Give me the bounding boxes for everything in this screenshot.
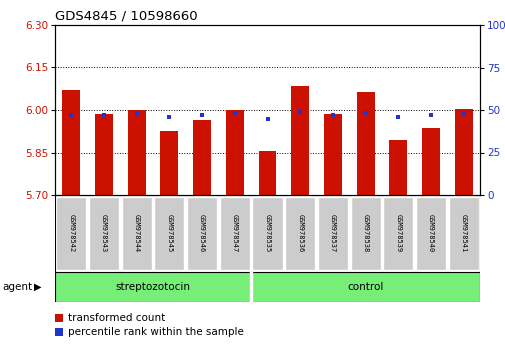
Bar bbox=[388, 140, 407, 195]
Bar bbox=[258, 151, 276, 195]
Text: GSM978542: GSM978542 bbox=[68, 215, 74, 253]
Bar bbox=[290, 86, 309, 195]
Text: GSM978539: GSM978539 bbox=[394, 215, 400, 253]
FancyBboxPatch shape bbox=[187, 196, 217, 270]
Bar bbox=[454, 109, 472, 195]
FancyBboxPatch shape bbox=[350, 196, 380, 270]
FancyBboxPatch shape bbox=[285, 196, 315, 270]
Text: GSM978546: GSM978546 bbox=[199, 215, 205, 253]
FancyBboxPatch shape bbox=[55, 272, 250, 302]
Bar bbox=[160, 131, 178, 195]
Bar bbox=[421, 129, 439, 195]
Bar bbox=[62, 90, 80, 195]
FancyBboxPatch shape bbox=[415, 196, 445, 270]
Text: GSM978537: GSM978537 bbox=[329, 215, 335, 253]
Text: GSM978543: GSM978543 bbox=[101, 215, 107, 253]
Text: GSM978541: GSM978541 bbox=[460, 215, 466, 253]
Text: transformed count: transformed count bbox=[68, 313, 165, 323]
FancyBboxPatch shape bbox=[154, 196, 184, 270]
FancyBboxPatch shape bbox=[317, 196, 347, 270]
Text: ▶: ▶ bbox=[34, 282, 42, 292]
Bar bbox=[127, 110, 145, 195]
FancyBboxPatch shape bbox=[56, 196, 86, 270]
FancyBboxPatch shape bbox=[89, 196, 119, 270]
FancyBboxPatch shape bbox=[250, 272, 479, 302]
Bar bbox=[225, 110, 243, 195]
Bar bbox=[356, 92, 374, 195]
Text: GSM978540: GSM978540 bbox=[427, 215, 433, 253]
Text: percentile rank within the sample: percentile rank within the sample bbox=[68, 327, 243, 337]
FancyBboxPatch shape bbox=[252, 196, 282, 270]
Text: GSM978547: GSM978547 bbox=[231, 215, 237, 253]
Text: control: control bbox=[347, 282, 383, 292]
FancyBboxPatch shape bbox=[219, 196, 249, 270]
Text: GSM978538: GSM978538 bbox=[362, 215, 368, 253]
Text: GSM978535: GSM978535 bbox=[264, 215, 270, 253]
Text: GSM978536: GSM978536 bbox=[296, 215, 302, 253]
Text: streptozotocin: streptozotocin bbox=[115, 282, 190, 292]
Bar bbox=[95, 114, 113, 195]
FancyBboxPatch shape bbox=[448, 196, 478, 270]
Bar bbox=[193, 120, 211, 195]
FancyBboxPatch shape bbox=[121, 196, 152, 270]
FancyBboxPatch shape bbox=[382, 196, 413, 270]
Bar bbox=[323, 114, 341, 195]
Text: agent: agent bbox=[3, 282, 33, 292]
Text: GDS4845 / 10598660: GDS4845 / 10598660 bbox=[55, 10, 197, 22]
Text: GSM978545: GSM978545 bbox=[166, 215, 172, 253]
Text: GSM978544: GSM978544 bbox=[133, 215, 139, 253]
